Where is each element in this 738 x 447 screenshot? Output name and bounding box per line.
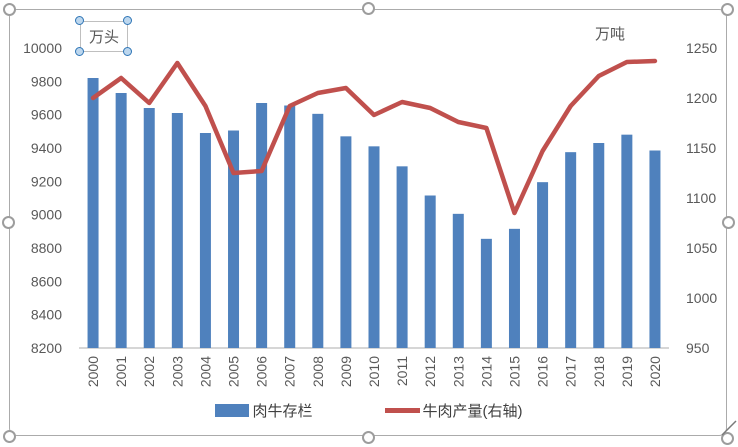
right-axis-tick-label: 1050 [686,240,717,256]
x-axis-year-label: 2003 [169,356,185,387]
chart-resize-handle-top-middle[interactable] [362,2,375,15]
bar-2013[interactable] [452,213,464,348]
bar-2016[interactable] [537,182,549,348]
x-axis-year-label: 2013 [450,356,466,387]
bar-2004[interactable] [199,133,211,348]
x-axis-year-label: 2005 [226,356,242,387]
left-axis-tick-label: 9200 [31,173,62,189]
bar-2002[interactable] [143,108,155,348]
x-axis-year-label: 2002 [141,356,157,387]
bar-2017[interactable] [565,152,577,348]
chart-resize-handle-middle-right[interactable] [722,216,735,229]
left-axis-tick-label: 8800 [31,240,62,256]
legend-line-swatch [384,407,420,413]
bar-2015[interactable] [508,228,520,348]
textbox-handle-bottom-left[interactable] [75,47,84,56]
legend-line-label: 牛肉产量(右轴) [422,402,523,420]
x-axis-year-label: 2006 [254,356,270,387]
left-axis-tick-label: 9400 [31,140,62,156]
bar-2005[interactable] [228,130,240,349]
chart-resize-handle-middle-left[interactable] [2,216,15,229]
left-axis-title: 万头 [88,29,119,46]
x-axis-year-label: 2011 [394,356,410,386]
bar-2011[interactable] [396,166,408,348]
right-axis-tick-label: 1200 [686,90,717,106]
right-axis-title: 万吨 [595,26,626,43]
chart-legend: 肉牛存栏 牛肉产量(右轴) [0,399,738,421]
x-axis-year-label: 2007 [282,356,298,387]
bar-2001[interactable] [115,93,127,348]
x-axis-year-label: 2004 [197,356,213,387]
left-axis-tick-label: 8600 [31,273,62,289]
left-axis-tick-label: 9600 [31,107,62,123]
bar-2003[interactable] [171,113,183,348]
bar-2007[interactable] [284,105,296,349]
x-axis-year-label: 2018 [591,356,607,387]
legend-bar-label: 肉牛存栏 [252,402,313,420]
textbox-handle-top-right[interactable] [123,16,132,25]
x-axis-year-label: 2012 [422,356,438,387]
right-axis-tick-label: 1150 [686,140,716,156]
textbox-handle-bottom-right[interactable] [123,47,132,56]
bar-2019[interactable] [621,134,633,348]
left-axis-tick-label: 8200 [31,340,62,356]
bar-2006[interactable] [256,103,268,348]
left-axis-tick-label: 9000 [31,207,62,223]
legend-bar-swatch [215,403,250,417]
chart-resize-handle-top-right[interactable] [721,3,734,16]
left-axis-title-textbox[interactable]: 万头 [80,21,128,52]
chart-resize-handle-bottom-middle[interactable] [362,431,375,444]
x-axis-year-label: 2020 [647,356,663,387]
bar-2012[interactable] [424,195,436,349]
chart-resize-handle-bottom-right[interactable] [721,432,734,445]
x-axis-year-label: 2009 [338,356,354,387]
left-axis-tick-label: 10000 [23,40,62,56]
x-axis-year-label: 2016 [535,356,551,387]
right-axis-tick-label: 1000 [686,290,717,306]
x-axis-year-label: 2015 [506,356,522,387]
beef-production-line[interactable] [90,58,658,216]
x-axis-year-label: 2000 [85,356,101,387]
resize-cursor [721,420,737,436]
textbox-handle-top-left[interactable] [75,16,84,25]
chart-resize-handle-bottom-left[interactable] [3,430,16,443]
bar-2000[interactable] [87,78,99,348]
bar-2020[interactable] [649,150,661,349]
left-axis-tick-label: 8400 [31,307,62,323]
left-axis-tick-label: 9800 [31,73,62,89]
legend-item-beef-production[interactable]: 牛肉产量(右轴) [384,400,523,421]
chart-resize-handle-top-left[interactable] [3,3,16,16]
right-axis-tick-label: 1250 [686,40,717,56]
x-axis-year-label: 2014 [478,356,494,387]
legend-item-cattle-stock[interactable]: 肉牛存栏 [215,400,313,421]
right-axis-tick-label: 1100 [686,190,716,206]
bar-2014[interactable] [480,238,492,348]
x-axis-year-label: 2017 [563,356,579,387]
x-axis-year-label: 2010 [366,356,382,387]
x-axis-year-label: 2001 [113,356,129,387]
bar-2018[interactable] [593,143,605,348]
x-axis-year-label: 2008 [310,356,326,387]
right-axis-tick-label: 950 [686,340,710,356]
bar-2010[interactable] [368,146,380,348]
bar-2009[interactable] [340,136,352,348]
bar-2008[interactable] [312,113,324,348]
x-axis-year-label: 2019 [619,356,635,387]
